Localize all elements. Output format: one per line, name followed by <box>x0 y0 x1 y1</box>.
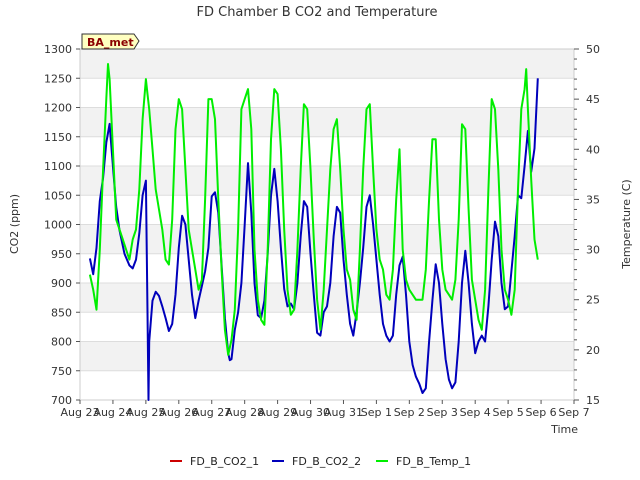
legend-label: FD_B_CO2_1 <box>190 455 259 468</box>
y-tick-label: 1300 <box>44 43 72 56</box>
x-tick-label: Aug 26 <box>159 406 198 419</box>
plot-band <box>80 107 574 137</box>
x-tick-label: Sep 1 <box>361 406 392 419</box>
x-tick-label: Sep 5 <box>493 406 524 419</box>
y-axis: 700 750 800 850 900 950 1000 1050 1100 1150 1200 12… <box>44 43 80 407</box>
y-tick-label: 900 <box>51 277 72 290</box>
series-line-FD_B_Temp_1 <box>88 63 539 356</box>
y-tick-label: 950 <box>51 248 72 261</box>
badge: BA_met <box>81 33 140 50</box>
x-tick-label: Aug 23 <box>61 406 100 419</box>
y2-tick-label: 25 <box>586 294 600 307</box>
legend: FD_B_CO2_1 FD_B_CO2_2 FD_B_Temp_1 <box>170 455 471 468</box>
y2-tick-label: 35 <box>586 193 600 206</box>
plot-band <box>80 341 574 371</box>
x-tick-label: Aug 25 <box>126 406 165 419</box>
x-tick-label: Aug 31 <box>324 406 363 419</box>
series-layer <box>88 63 539 401</box>
x-tick-label: Sep 3 <box>427 406 458 419</box>
y-tick-label: 1200 <box>44 102 72 115</box>
plot-band <box>80 78 574 108</box>
y-tick-label: 1050 <box>44 189 72 202</box>
plot-background <box>80 49 574 400</box>
plot-band <box>80 136 574 166</box>
x-tick-label: Sep 2 <box>394 406 425 419</box>
badge-shape <box>81 33 140 50</box>
x-tick-label: Sep 4 <box>460 406 491 419</box>
y-tick-label: 850 <box>51 306 72 319</box>
x-tick-label: Aug 27 <box>192 406 231 419</box>
x-tick-label: Sep 7 <box>558 406 589 419</box>
y-tick-label: 1150 <box>44 131 72 144</box>
y-tick-label: 1250 <box>44 72 72 85</box>
plot-band <box>80 166 574 196</box>
y2-tick-label: 40 <box>586 143 600 156</box>
legend-item: FD_B_CO2_2 <box>272 455 361 468</box>
y-tick-label: 700 <box>51 394 72 407</box>
legend-item: FD_B_Temp_1 <box>376 455 471 468</box>
x-tick-label: Aug 24 <box>93 406 132 419</box>
plot-band <box>80 49 574 79</box>
badge-label: BA_met <box>87 36 134 49</box>
plot-band <box>80 312 574 342</box>
y-axis-title: CO2 (ppm) <box>8 194 21 254</box>
y2-tick-label: 20 <box>586 344 600 357</box>
y2-axis-title: Temperature (C) <box>620 179 633 269</box>
y2-tick-label: 30 <box>586 244 600 257</box>
y2-tick-label: 50 <box>586 43 600 56</box>
x-tick-label: Aug 30 <box>291 406 330 419</box>
plot-band <box>80 370 574 400</box>
chart-title: FD Chamber B CO2 and Temperature <box>197 5 438 20</box>
y-tick-label: 1100 <box>44 160 72 173</box>
y-tick-label: 750 <box>51 365 72 378</box>
legend-label: FD_B_Temp_1 <box>396 455 471 468</box>
y2-axis: 15 20 25 30 35 40 45 50 <box>574 43 600 407</box>
x-axis-title: Time <box>550 423 578 436</box>
x-tick-label: Aug 28 <box>225 406 264 419</box>
series-line-FD_B_CO2_2 <box>88 78 539 401</box>
legend-label: FD_B_CO2_2 <box>292 455 361 468</box>
legend-item: FD_B_CO2_1 <box>170 455 259 468</box>
x-tick-label: Sep 6 <box>525 406 556 419</box>
y2-tick-label: 45 <box>586 93 600 106</box>
y-tick-label: 1000 <box>44 219 72 232</box>
x-tick-label: Aug 29 <box>258 406 297 419</box>
y-tick-label: 800 <box>51 336 72 349</box>
y2-tick-label: 15 <box>586 394 600 407</box>
